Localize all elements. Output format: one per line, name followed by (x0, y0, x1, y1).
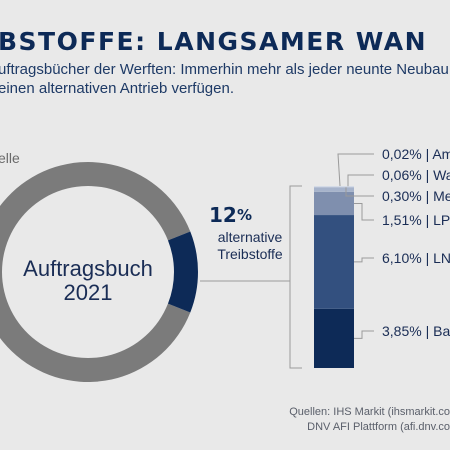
bar-segment-label-1: 3,85% | Ba (382, 323, 450, 339)
source-line-2: DNV AFI Plattform (afi.dnv.co (307, 421, 450, 433)
donut-left-label-line-1: elle (0, 150, 20, 166)
source-line-1: Quellen: IHS Markit (ihsmarkit.co (289, 406, 450, 418)
bar-segment-2 (314, 215, 354, 309)
donut-slice-alternative (167, 231, 198, 313)
bar-label-connector-1 (354, 330, 374, 339)
bar-segment-label-3: 1,51% | LP (382, 212, 450, 228)
bar-label-connector-5 (347, 174, 374, 187)
stacked-bar-labels: 3,85% | Ba 6,10% | LN 1,51% | LP 0,30% | Me… (337, 146, 450, 339)
bar-label-connector-2 (354, 257, 374, 263)
donut-center-label-line-2: 2021 (64, 280, 113, 305)
bar-segment-label-2: 6,10% | LN (382, 250, 450, 266)
subtitle-line-1: uftragsbücher der Werften: Immerhin mehr… (0, 61, 449, 78)
bar-label-connector-4 (345, 187, 374, 197)
bar-segment-4 (314, 187, 354, 192)
bar-segment-1 (314, 308, 354, 368)
donut-center-label-line-1: Auftragsbuch (23, 256, 153, 281)
bar-label-connector-6 (337, 153, 374, 187)
bar-bracket (289, 185, 302, 369)
bar-segment-3 (314, 191, 354, 216)
callout-line-1: alternative (218, 229, 283, 245)
chart-title: BSTOFFE: LANGSAMER WAN (0, 27, 428, 56)
chart-subtitle: uftragsbücher der Werften: Immerhin mehr… (0, 60, 449, 98)
stacked-bar (314, 186, 354, 368)
bar-segment-label-6: 0,02% | Am (382, 146, 450, 162)
bar-segment-label-5: 0,06% | Wa (382, 167, 450, 183)
donut-chart (0, 162, 198, 382)
callout-unit: % (237, 206, 252, 224)
callout-value: 12 (209, 203, 237, 227)
subtitle-line-2: einen alternativen Antrieb verfügen. (0, 80, 234, 97)
source-note: Quellen: IHS Markit (ihsmarkit.co DNV AF… (289, 405, 450, 435)
bar-segment-5 (314, 186, 354, 188)
bar-segment-6 (314, 186, 354, 187)
bar-segment-label-4: 0,30% | Me (382, 188, 450, 204)
bar-label-connector-3 (354, 202, 374, 221)
callout-line-2: Treibstoffe (217, 246, 283, 262)
